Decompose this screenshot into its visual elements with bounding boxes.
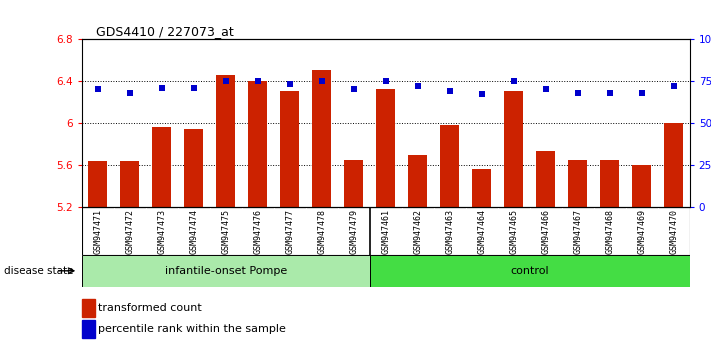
- Bar: [248, 81, 267, 207]
- Point: [540, 87, 552, 92]
- Text: GSM947474: GSM947474: [189, 209, 198, 253]
- Text: GSM947464: GSM947464: [477, 209, 486, 253]
- Bar: [536, 152, 555, 207]
- Point: [412, 83, 424, 89]
- Text: GSM947463: GSM947463: [445, 209, 454, 253]
- Text: GSM947466: GSM947466: [541, 209, 550, 253]
- Bar: [664, 123, 683, 207]
- Text: GSM947470: GSM947470: [669, 209, 678, 253]
- Point: [444, 88, 455, 94]
- Point: [636, 90, 648, 96]
- Text: GSM947462: GSM947462: [413, 209, 422, 253]
- Text: GSM947475: GSM947475: [221, 209, 230, 253]
- Point: [348, 87, 359, 92]
- Text: GSM947465: GSM947465: [509, 209, 518, 253]
- Bar: [504, 91, 523, 207]
- Text: GSM947461: GSM947461: [381, 209, 390, 253]
- Text: GSM947473: GSM947473: [157, 209, 166, 253]
- Text: infantile-onset Pompe: infantile-onset Pompe: [165, 266, 287, 276]
- Bar: [600, 160, 619, 207]
- Point: [284, 81, 296, 87]
- Text: GSM947467: GSM947467: [573, 209, 582, 253]
- Bar: [120, 161, 139, 207]
- Point: [156, 85, 168, 91]
- Text: transformed count: transformed count: [98, 303, 202, 313]
- Text: disease state: disease state: [4, 266, 73, 276]
- Text: GSM947468: GSM947468: [605, 209, 614, 253]
- Bar: [632, 165, 651, 207]
- Bar: [344, 160, 363, 207]
- Bar: [568, 160, 587, 207]
- Text: GSM947478: GSM947478: [317, 209, 326, 253]
- Text: GSM947477: GSM947477: [285, 209, 294, 253]
- Text: GSM947472: GSM947472: [125, 209, 134, 253]
- Point: [252, 78, 264, 84]
- Bar: [370, 255, 690, 287]
- Point: [380, 78, 391, 84]
- Bar: [152, 127, 171, 207]
- Text: GDS4410 / 227073_at: GDS4410 / 227073_at: [96, 25, 234, 38]
- Point: [220, 78, 232, 84]
- Bar: [440, 125, 459, 207]
- Bar: [280, 91, 299, 207]
- Point: [316, 78, 327, 84]
- Bar: [82, 255, 370, 287]
- Bar: [472, 169, 491, 207]
- Text: GSM947479: GSM947479: [349, 209, 358, 253]
- Point: [604, 90, 616, 96]
- Bar: [312, 70, 331, 207]
- Text: control: control: [510, 266, 549, 276]
- Bar: [408, 155, 427, 207]
- Point: [508, 78, 519, 84]
- Bar: [216, 75, 235, 207]
- Bar: [88, 161, 107, 207]
- Point: [124, 90, 135, 96]
- Point: [668, 83, 680, 89]
- Point: [476, 92, 487, 97]
- Bar: [376, 90, 395, 207]
- Point: [572, 90, 583, 96]
- Text: GSM947471: GSM947471: [93, 209, 102, 253]
- Point: [92, 87, 104, 92]
- Point: [188, 85, 199, 91]
- Text: GSM947476: GSM947476: [253, 209, 262, 253]
- Text: percentile rank within the sample: percentile rank within the sample: [98, 324, 286, 334]
- Text: GSM947469: GSM947469: [637, 209, 646, 253]
- Bar: [184, 129, 203, 207]
